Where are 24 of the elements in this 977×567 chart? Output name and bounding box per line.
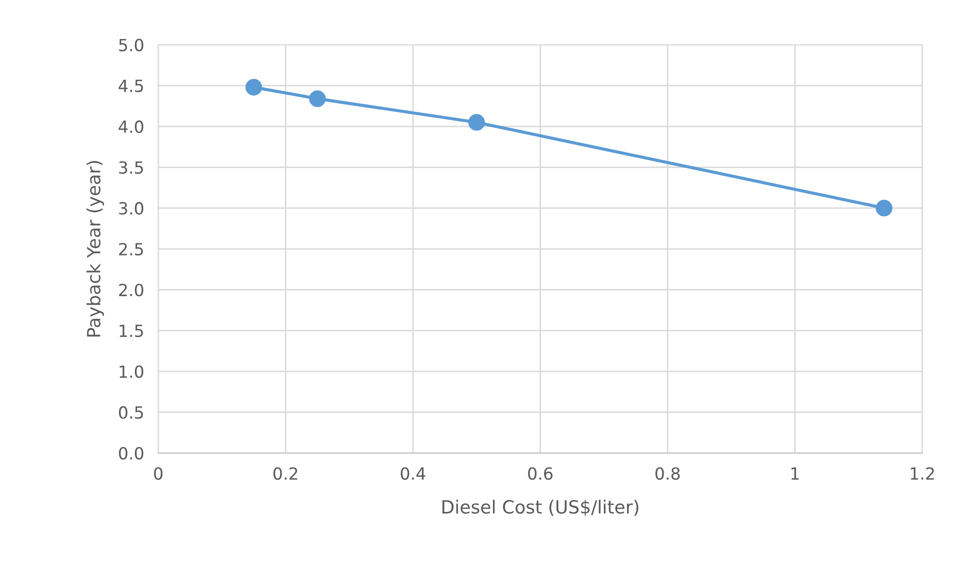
x-tick-label: 1 (791, 467, 799, 480)
y-tick-label: 5.0 (119, 38, 144, 52)
point (309, 90, 326, 108)
x-tick-label: 1.2 (910, 467, 934, 480)
y-tick-label: 3.0 (119, 202, 144, 215)
y-tick-label: 4.5 (118, 80, 143, 92)
point (245, 78, 262, 96)
x-axis-title: Diesel Cost (US$/liter) (442, 500, 638, 516)
y-axis-title: Payback Year (year) (86, 161, 104, 337)
x-tick-label: 0.2 (273, 467, 298, 480)
point (468, 114, 485, 131)
y-tick-label: 4.0 (118, 120, 144, 134)
x-tick-label: 0.6 (528, 467, 552, 480)
point (876, 200, 892, 216)
y-tick-label: 0.0 (118, 446, 144, 460)
y-tick-label: 2.0 (119, 284, 144, 296)
x-tick-label: 0.8 (655, 467, 680, 480)
y-tick-label: 1.0 (120, 365, 144, 378)
x-tick-label: 0.4 (400, 467, 426, 480)
y-tick-label: 3.5 (119, 161, 143, 174)
y-tick-label: 1.5 (120, 324, 143, 338)
y-tick-label: 0.5 (118, 406, 143, 419)
x-tick-label: 0 (154, 467, 162, 480)
y-tick-label: 2.5 (119, 242, 143, 256)
